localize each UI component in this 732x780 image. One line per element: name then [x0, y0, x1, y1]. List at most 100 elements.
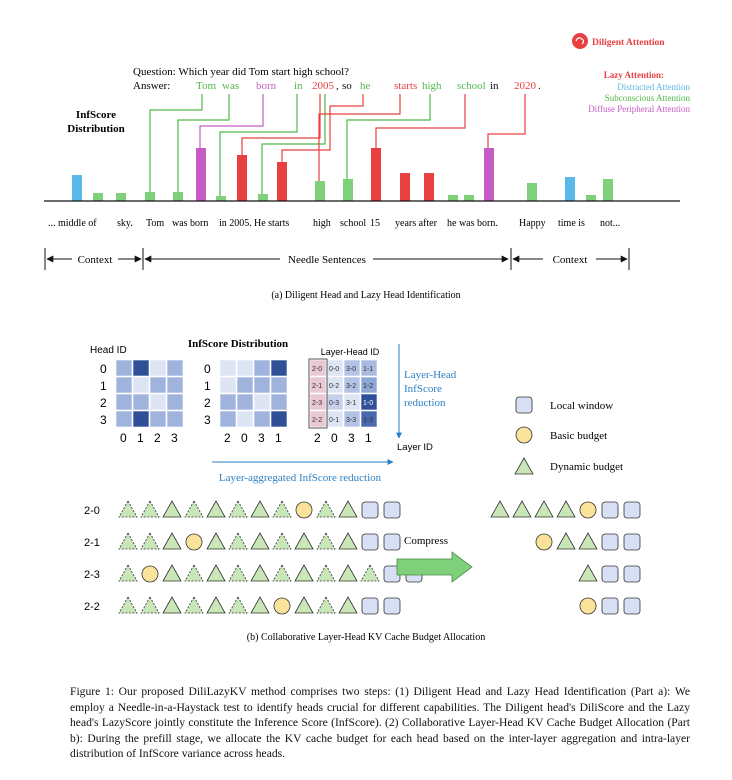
connector-line — [241, 94, 321, 155]
answer-word: . — [538, 80, 541, 92]
col-label: 2 — [314, 431, 321, 445]
dynamic-budget-triangle — [338, 596, 358, 614]
infscore-bar — [173, 192, 183, 201]
dynamic-budget-triangle — [338, 532, 358, 550]
question-text: Question: Which year did Tom start high … — [133, 66, 349, 78]
alloc-row-label: 2-3 — [84, 569, 100, 581]
layer-head-cell-label: 0-1 — [329, 417, 339, 424]
basic-budget-circle — [141, 565, 159, 583]
col-label: 1 — [137, 431, 144, 445]
answer-word: , — [336, 80, 339, 92]
dynamic-budget-triangle — [206, 532, 226, 550]
col-label: 2 — [224, 431, 231, 445]
layer-head-cell — [343, 376, 361, 394]
token: was born — [172, 218, 208, 229]
segment-context-right: Context — [512, 248, 630, 270]
answer-word: was — [222, 80, 239, 92]
dynamic-budget-triangle — [184, 596, 204, 614]
layer-head-cell-label: 3-1 — [346, 400, 356, 407]
segment-label-context-left: Context — [78, 254, 113, 266]
dynamic-budget-triangle — [118, 564, 138, 582]
row-label: 1 — [204, 379, 211, 393]
infscore-bar — [565, 177, 575, 201]
head-id-label: Head ID — [90, 345, 127, 356]
segment-label-needle: Needle Sentences — [288, 254, 366, 266]
infscore-bar — [484, 148, 494, 201]
basic-budget-circle — [535, 533, 553, 551]
col-label: 1 — [275, 431, 282, 445]
grid-cell — [149, 376, 167, 394]
layer-head-cell-label: 2-3 — [312, 400, 322, 407]
connector-line — [281, 94, 364, 162]
answer-word: 2020 — [514, 80, 537, 92]
dynamic-budget-triangle — [228, 500, 248, 518]
token: high — [313, 218, 331, 229]
grid-cell — [270, 410, 288, 428]
local-window-square — [601, 565, 619, 583]
grid-cell — [253, 376, 271, 394]
layer-head-cell — [343, 359, 361, 377]
reduction-vertical-3: reduction — [404, 397, 446, 409]
answer-word: Tom — [196, 80, 216, 92]
legend-basic-budget: Basic budget — [515, 426, 607, 444]
token: not... — [600, 218, 620, 229]
local-window-square — [601, 597, 619, 615]
connector-line — [318, 94, 401, 181]
layer-head-cell-label: 0-0 — [329, 366, 339, 373]
layer-head-cell — [360, 393, 378, 411]
connector-line — [149, 94, 203, 192]
legend-dynamic-label: Dynamic budget — [550, 461, 623, 473]
legend-local-window: Local window — [515, 396, 613, 414]
grid-cell — [149, 410, 167, 428]
layer-head-cell-label: 3-2 — [346, 383, 356, 390]
layer-highlight-box — [308, 358, 328, 429]
alloc-row-label: 2-2 — [84, 601, 100, 613]
infscore-bar — [400, 173, 410, 201]
connector-line — [199, 94, 264, 148]
infscore-bar — [371, 148, 381, 201]
grid-cell — [115, 359, 133, 377]
reduction-horizontal-label: Layer-aggregated InfScore reduction — [219, 472, 382, 484]
basic-budget-circle — [185, 533, 203, 551]
dynamic-budget-triangle — [250, 532, 270, 550]
grid-cell — [236, 393, 254, 411]
layer-head-cell-label: 3-0 — [346, 366, 356, 373]
dynamic-budget-triangle — [250, 564, 270, 582]
alloc-row: 2-0 — [84, 500, 641, 519]
token: time is — [558, 218, 585, 229]
layer-head-cell — [309, 393, 327, 411]
legend-local-label: Local window — [550, 400, 613, 412]
dynamic-budget-triangle — [206, 500, 226, 518]
answer-word: in — [294, 80, 303, 92]
layer-head-cell — [360, 376, 378, 394]
dynamic-budget-triangle — [228, 532, 248, 550]
token: sky. — [117, 218, 133, 229]
connector-line — [219, 94, 298, 196]
grid-cell — [219, 359, 237, 377]
dynamic-budget-triangle — [534, 500, 554, 518]
answer-word: born — [256, 80, 277, 92]
segment-context-left: Context — [44, 248, 144, 270]
infscore-bar — [527, 183, 537, 201]
grid-cell — [270, 359, 288, 377]
infscore-bar — [258, 194, 268, 201]
dynamic-budget-triangle — [294, 532, 314, 550]
infscore-bar — [196, 148, 206, 201]
token-row: ... middle of sky. Tom was born in 2005. He s… — [48, 218, 620, 229]
local-window-square — [361, 533, 379, 551]
dynamic-budget-triangle — [162, 564, 182, 582]
reduction-vertical-1: Layer-Head — [404, 369, 457, 381]
token: he was born. — [447, 218, 498, 229]
connector-line — [346, 94, 431, 179]
connector-line — [487, 94, 526, 148]
grid-cell — [166, 376, 184, 394]
dynamic-budget-triangle — [162, 596, 182, 614]
brain-icon — [572, 33, 588, 49]
dynamic-budget-triangle — [294, 564, 314, 582]
answer-word: in — [490, 80, 499, 92]
dynamic-budget-triangle — [578, 564, 598, 582]
local-window-square — [601, 533, 619, 551]
infscore-title-b: InfScore Distribution — [188, 338, 288, 350]
infscore-bar — [72, 175, 82, 201]
